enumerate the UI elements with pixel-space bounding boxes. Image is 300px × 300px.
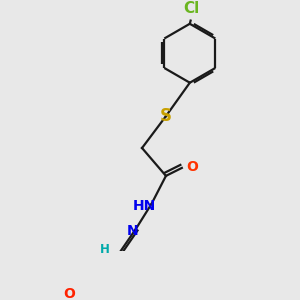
Text: N: N [127, 224, 138, 238]
Text: H: H [100, 243, 110, 256]
Text: Cl: Cl [183, 1, 200, 16]
Text: O: O [63, 287, 75, 300]
Text: O: O [187, 160, 199, 174]
Text: HN: HN [133, 199, 156, 213]
Text: S: S [160, 107, 172, 125]
